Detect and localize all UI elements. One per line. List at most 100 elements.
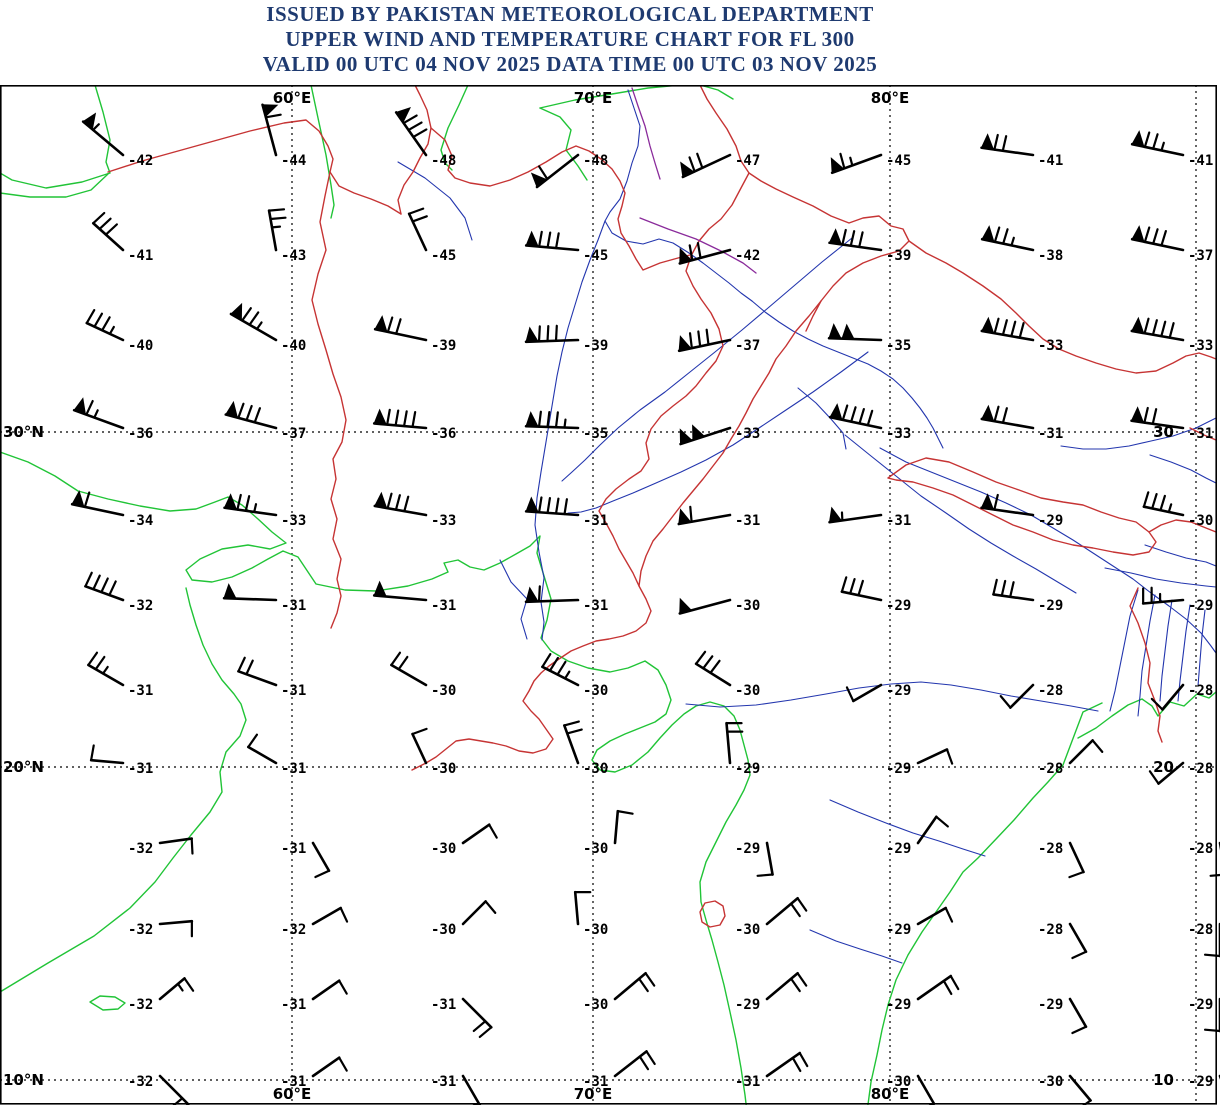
station-barb: -33: [373, 491, 456, 529]
barb-half: [849, 156, 854, 167]
station-barb: -31: [89, 744, 153, 777]
station-barb: -31: [431, 997, 493, 1039]
barb-full: [1203, 1028, 1220, 1033]
station-barb: -37: [1130, 225, 1213, 264]
station-barb: -35: [524, 410, 608, 442]
barb-pennant: [395, 107, 411, 124]
station-barb: -40: [229, 302, 306, 354]
barb-full: [935, 815, 949, 828]
barb-full: [407, 121, 423, 132]
coastline: [0, 173, 109, 198]
station-temp-label: -33: [431, 513, 456, 529]
station-temp-label: -28: [1038, 841, 1063, 857]
barb-full: [993, 317, 1000, 335]
station-barb: -29: [725, 721, 760, 777]
border: [699, 900, 726, 928]
barb-pennant: [830, 157, 845, 174]
barb-full: [395, 318, 402, 335]
barb-pennant: [981, 404, 995, 422]
barb-full: [104, 223, 118, 236]
parallel-label-right: 30: [1153, 423, 1174, 441]
barb-staff: [84, 585, 125, 602]
station-barb: -31: [281, 1056, 348, 1090]
barb-full: [546, 410, 551, 429]
station-barb: -28: [1038, 739, 1104, 777]
barb-full: [412, 128, 428, 139]
station-temp-label: -29: [886, 997, 911, 1013]
station-temp-label: -30: [583, 761, 608, 777]
barb-staff: [765, 841, 774, 876]
station-temp-label: -31: [431, 598, 456, 614]
river: [604, 89, 753, 302]
barb-full: [993, 133, 999, 151]
barb-full: [397, 655, 409, 671]
station-temp-label: -30: [735, 922, 760, 938]
barb-staff: [267, 209, 278, 252]
barb-full: [689, 505, 693, 523]
barb-staff: [1161, 683, 1185, 711]
barb-full: [841, 228, 847, 246]
barb-half: [1167, 503, 1173, 514]
station-barb: -30: [411, 727, 456, 777]
station-barb: -29: [845, 683, 911, 703]
barb-staff: [613, 971, 647, 1001]
barb-full: [798, 1051, 809, 1068]
station-barb: -28: [1188, 922, 1220, 958]
barb-full: [644, 972, 656, 987]
barb-pennant: [678, 335, 692, 352]
barb-full: [1152, 228, 1159, 245]
barb-full: [945, 748, 954, 765]
station-temp-label: -29: [886, 841, 911, 857]
barb-full: [554, 324, 558, 342]
coastline: [699, 84, 734, 100]
barb-staff: [1068, 739, 1094, 765]
barb-full: [101, 316, 111, 332]
station-barb: -48: [530, 153, 608, 189]
station-temp-label: -30: [583, 922, 608, 938]
barb-full: [696, 152, 704, 169]
barb-full: [694, 650, 707, 665]
station-temp-label: -31: [281, 761, 306, 777]
barb-full: [403, 495, 410, 513]
station-temp-label: -28: [1188, 841, 1213, 857]
station-barb: -43: [267, 208, 306, 264]
barb-staff: [461, 1074, 485, 1112]
barb-staff: [1068, 1074, 1092, 1102]
barb-full: [756, 873, 774, 877]
barb-full: [1160, 229, 1167, 247]
meridian-label-bottom: 70°E: [574, 1085, 613, 1103]
barb-half: [1010, 236, 1015, 247]
river: [499, 559, 528, 640]
barb-pennant: [828, 323, 842, 340]
barb-staff: [1068, 997, 1088, 1029]
coastlines: [0, 84, 1217, 1112]
station-temp-label: -29: [735, 997, 760, 1013]
barb-half: [270, 225, 282, 229]
barb-full: [402, 114, 418, 125]
river: [534, 220, 606, 641]
river: [397, 161, 473, 241]
barb-staff: [407, 212, 428, 252]
station-barb: -44: [261, 103, 306, 169]
station-temp-label: -29: [886, 922, 911, 938]
barb-pennant: [981, 225, 995, 243]
station-temp-label: -31: [281, 683, 306, 699]
barb-full: [411, 215, 428, 223]
coastline: [866, 702, 1103, 1112]
barb-full: [237, 656, 246, 673]
station-barb: -39: [524, 324, 608, 354]
barb-pennant: [525, 411, 539, 428]
meridian-label-bottom: 80°E: [871, 1085, 910, 1103]
station-temp-label: -39: [886, 248, 911, 264]
station-barb: -31: [246, 733, 306, 777]
station-temp-label: -28: [1038, 922, 1063, 938]
barb-full: [1071, 950, 1088, 960]
station-barb: -29: [886, 748, 954, 777]
station-temp-label: -48: [431, 153, 456, 169]
river: [809, 929, 903, 964]
barb-pennant: [71, 490, 85, 508]
station-barb: -30: [583, 809, 634, 857]
station-temp-label: -35: [583, 426, 608, 442]
station-temp-label: -36: [128, 426, 153, 442]
title-line-1: ISSUED BY PAKISTAN METEOROLOGICAL DEPART…: [266, 2, 874, 26]
